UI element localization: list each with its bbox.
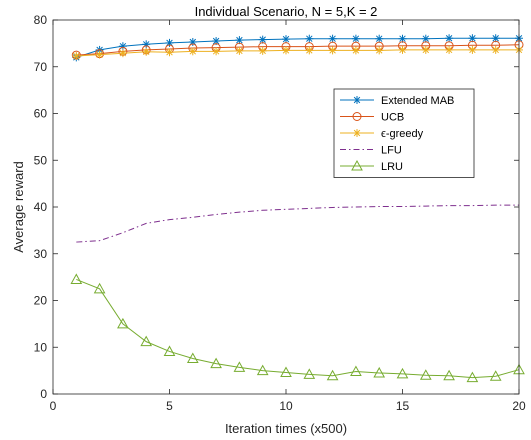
x-tick-label: 15 (396, 399, 410, 413)
data-point (468, 45, 477, 54)
legend: Extended MAB UCB ϵ-greedy LFU LRU (333, 88, 475, 178)
data-point (186, 352, 199, 363)
data-point (351, 46, 360, 55)
data-point (188, 47, 197, 56)
legend-label: LFU (381, 145, 402, 157)
legend-label: UCB (381, 112, 404, 124)
y-tick-label: 0 (40, 387, 47, 401)
data-point (93, 282, 106, 294)
y-tick-label: 20 (34, 294, 48, 308)
legend-entry: UCB (340, 112, 404, 124)
data-point (256, 364, 269, 376)
y-tick-label: 10 (34, 340, 48, 354)
x-tick-label: 0 (50, 399, 57, 413)
legend-entry: LFU (340, 145, 402, 157)
data-point (233, 361, 246, 372)
data-point (445, 34, 454, 43)
series-4 (70, 273, 525, 383)
legend-entry: LRU (340, 159, 403, 173)
data-point (165, 48, 174, 57)
legend-marker (353, 96, 361, 104)
data-point (443, 369, 455, 381)
legend-marker (351, 159, 363, 171)
data-point (396, 367, 409, 379)
y-tick-label: 50 (34, 153, 48, 167)
data-point (212, 47, 221, 56)
series-2 (72, 45, 523, 60)
data-point (373, 366, 386, 378)
data-point (468, 34, 477, 43)
data-point (328, 34, 337, 43)
data-point (328, 46, 337, 55)
legend-entry: Extended MAB (340, 95, 454, 107)
data-point (303, 368, 316, 379)
data-point (398, 45, 407, 54)
y-tick-label: 40 (34, 200, 48, 214)
data-point (95, 50, 104, 59)
data-point (421, 45, 430, 54)
y-tick-label: 30 (34, 247, 48, 261)
data-point (258, 46, 267, 55)
data-point (375, 34, 384, 43)
data-point (118, 49, 127, 58)
data-point (466, 371, 479, 383)
data-point (282, 46, 290, 55)
data-point (282, 35, 290, 44)
legend-marker (352, 112, 362, 121)
x-tick-label: 10 (279, 399, 293, 413)
legend-label: LRU (381, 161, 403, 173)
y-tick-label: 70 (34, 60, 48, 74)
data-point (398, 34, 407, 43)
chart-title: Individual Scenario, N = 5,K = 2 (195, 4, 378, 19)
plot-area (53, 20, 519, 394)
series-0 (72, 34, 523, 62)
data-point (72, 51, 81, 60)
data-point (305, 46, 314, 55)
data-point (235, 46, 244, 55)
legend-label: ϵ-greedy (381, 128, 424, 140)
x-tick-label: 5 (166, 399, 173, 413)
legend-marker (353, 129, 361, 137)
legend-entry: ϵ-greedy (340, 128, 424, 140)
data-point (210, 357, 222, 369)
data-point (165, 38, 174, 47)
y-tick-label: 80 (34, 13, 48, 27)
data-point (280, 366, 292, 377)
data-point (445, 45, 454, 54)
data-point (419, 369, 432, 380)
data-point (491, 45, 500, 54)
legend-label: Extended MAB (381, 95, 454, 107)
data-point (188, 37, 197, 46)
x-axis-label: Iteration times (x500) (225, 421, 347, 436)
data-point (305, 34, 314, 43)
data-point (70, 273, 83, 284)
y-tick-label: 60 (34, 107, 48, 121)
series-3 (76, 204, 519, 243)
x-tick-label: 20 (512, 399, 526, 413)
data-point (117, 317, 129, 329)
data-point (140, 335, 153, 347)
data-point (326, 369, 339, 381)
series-line (76, 204, 519, 243)
data-point (163, 345, 176, 356)
data-point (350, 365, 362, 377)
data-point (375, 46, 384, 55)
data-point (142, 47, 151, 56)
data-point (351, 34, 360, 43)
y-axis-label: Average reward (11, 161, 26, 253)
data-point (489, 370, 502, 381)
